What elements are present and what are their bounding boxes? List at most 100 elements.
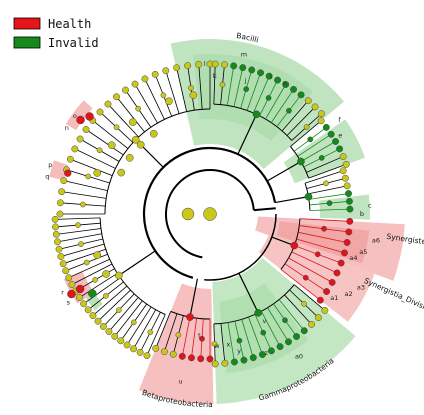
- tree-node: [54, 238, 61, 246]
- tree-node: [321, 225, 327, 232]
- tree-node: [239, 64, 247, 72]
- branch-ray: [237, 114, 258, 155]
- branch-ray: [56, 228, 102, 235]
- clade-letter: a1: [330, 294, 338, 302]
- branch-ray: [308, 193, 349, 200]
- tree-node: [219, 81, 226, 88]
- clade-label-synergistia-divisions: Synergistia_Divisions: [363, 276, 424, 316]
- tree-node: [345, 228, 353, 236]
- branch-ray: [253, 207, 276, 212]
- clade-letter: u: [178, 377, 182, 385]
- tree-node: [56, 210, 64, 218]
- tree-node: [181, 207, 195, 221]
- tree-node: [243, 86, 250, 92]
- tree-node: [276, 343, 284, 351]
- tree-node: [51, 215, 59, 223]
- tree-node: [162, 67, 170, 75]
- clade-letter: r: [61, 288, 64, 296]
- tree-node: [211, 360, 219, 368]
- branch-ray: [248, 316, 263, 355]
- tree-node: [249, 354, 257, 362]
- tree-node: [206, 355, 214, 363]
- tree-node: [59, 260, 67, 268]
- tree-node: [141, 75, 149, 83]
- branch-ray: [83, 277, 121, 305]
- clade-letter: b: [360, 210, 364, 218]
- tree-node: [327, 130, 335, 138]
- branch-ray: [274, 196, 309, 204]
- branch-arc: [142, 146, 277, 279]
- tree-node: [342, 160, 350, 168]
- tree-node: [84, 306, 92, 314]
- branch-ray: [278, 299, 305, 331]
- tree-node: [130, 345, 137, 353]
- tree-node: [311, 103, 319, 111]
- tree-node: [143, 352, 151, 360]
- band-left-o: [65, 100, 93, 131]
- branch-ray: [155, 311, 172, 349]
- clade-letter: p: [48, 161, 52, 169]
- branch-ray: [108, 297, 139, 332]
- tree-node: [65, 274, 73, 282]
- branch-ray: [134, 83, 158, 124]
- branch-ray: [164, 313, 178, 352]
- legend-label-invalid: Invalid: [48, 36, 99, 50]
- tree-node: [286, 107, 292, 114]
- clade-letter: w: [214, 342, 220, 350]
- branch-ray: [198, 64, 203, 110]
- tree-node: [304, 192, 313, 201]
- tree-node: [321, 306, 329, 314]
- tree-node: [129, 118, 137, 126]
- tree-node: [160, 348, 168, 356]
- tree-node: [92, 277, 98, 283]
- clade-letter: i: [270, 73, 272, 81]
- branch-ray: [286, 106, 316, 136]
- tree-node: [297, 157, 305, 166]
- tree-node: [343, 182, 351, 190]
- tree-node: [337, 259, 345, 267]
- tree-node: [186, 313, 194, 321]
- tree-node: [130, 319, 137, 326]
- branch-ray: [298, 231, 348, 243]
- branch-ray: [281, 100, 309, 132]
- clade-letter: z: [264, 349, 268, 357]
- clade-letter: s: [67, 298, 71, 306]
- branch-ray: [63, 180, 108, 192]
- clade-letter: o: [73, 112, 77, 120]
- tree-node: [302, 274, 309, 281]
- tree-node: [149, 129, 158, 138]
- branch-ray: [79, 272, 118, 298]
- tree-node: [257, 69, 264, 77]
- branch-ray: [133, 309, 157, 350]
- branch-ray: [266, 160, 302, 182]
- clade-letter: m: [241, 51, 247, 59]
- clade-letter: j: [244, 77, 247, 85]
- tree-node: [62, 267, 70, 275]
- clade-letter: q: [45, 172, 49, 180]
- branch-ray: [253, 76, 270, 114]
- legend-swatch-health: [13, 17, 41, 30]
- tree-node: [60, 177, 68, 185]
- tree-node: [303, 124, 310, 130]
- branch-ray: [61, 191, 107, 199]
- tree-node: [52, 223, 59, 231]
- tree-node: [111, 332, 119, 340]
- branch-ray: [70, 158, 113, 177]
- tree-node: [231, 358, 238, 366]
- tree-node: [71, 145, 79, 153]
- tree-node: [122, 86, 129, 94]
- tree-node: [131, 80, 139, 88]
- clade-letter: l: [204, 60, 206, 68]
- band-left-q: [49, 160, 69, 181]
- tree-node: [147, 329, 154, 336]
- branch-arc: [204, 213, 277, 281]
- tree-node: [99, 323, 107, 330]
- branch-ray: [85, 129, 124, 156]
- tree-node: [113, 124, 120, 131]
- branch-ray: [288, 257, 333, 283]
- branch-ray: [304, 170, 344, 184]
- tree-node: [199, 335, 205, 342]
- branch-ray: [284, 294, 312, 325]
- tree-node: [274, 76, 282, 84]
